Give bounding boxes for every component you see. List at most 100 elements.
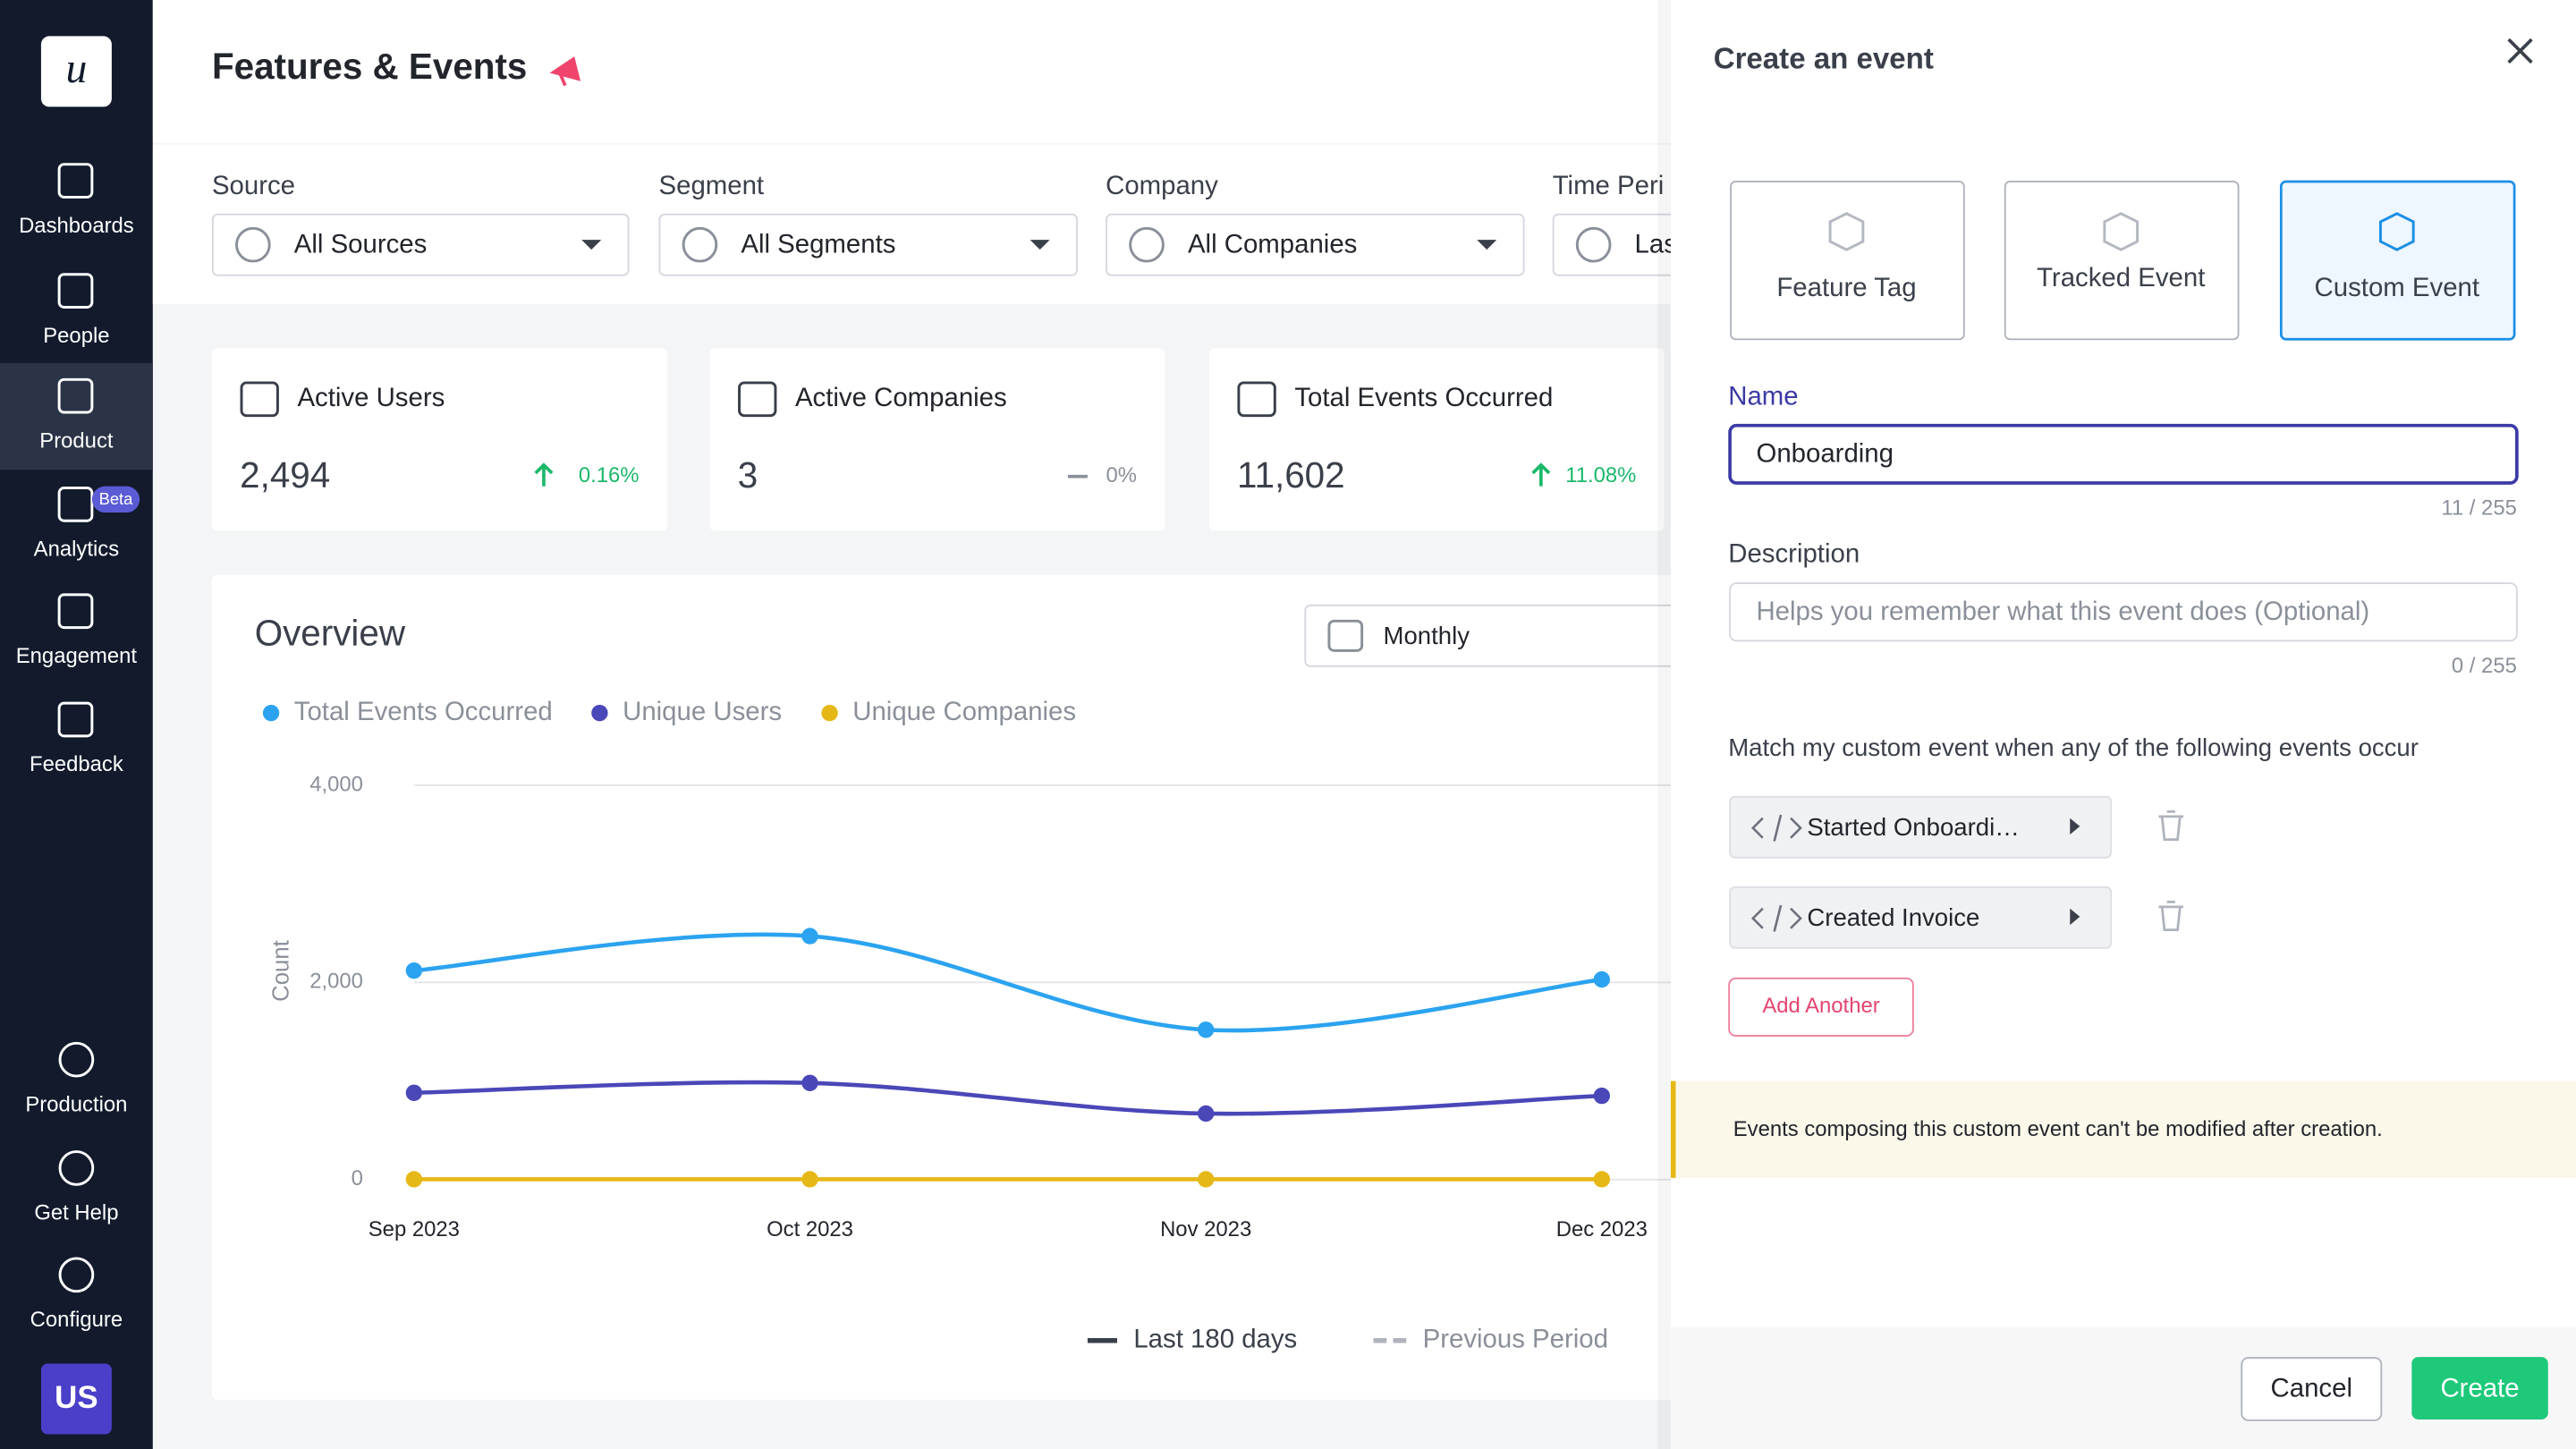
filter-select[interactable]	[1106, 213, 1525, 276]
period-value: Monthly	[1384, 622, 1470, 649]
filter-label: Time Peri	[1553, 171, 1665, 200]
event-name: Started Onboardi…	[1807, 813, 2019, 841]
event-rows: Started Onboardi… Created Invoice	[1729, 795, 2184, 949]
series-line	[413, 932, 1603, 1033]
nav-label[interactable]: Engagement	[16, 644, 138, 668]
legend-label[interactable]: Unique Companies	[852, 697, 1076, 726]
sidebar	[0, 0, 153, 1449]
event-type-icon	[1828, 212, 1865, 251]
add-another-button[interactable]	[1728, 977, 1914, 1037]
code-icon	[1750, 814, 1802, 842]
up-arrow	[534, 462, 554, 487]
y-tick-label: 2,000	[309, 970, 363, 994]
nav-label[interactable]: Analytics	[34, 538, 120, 562]
event-type-icon	[2103, 212, 2140, 251]
event-name: Created Invoice	[1807, 903, 1979, 931]
nav-icon	[57, 593, 94, 630]
header	[152, 0, 1673, 143]
nav-label[interactable]: Dashboards	[19, 214, 134, 238]
nav-label[interactable]: Get Help	[34, 1201, 118, 1225]
notice-text: Events composing this custom event can't…	[1733, 1117, 2383, 1141]
megaphone-icon	[549, 56, 581, 87]
filter-icon	[235, 226, 271, 263]
name-input[interactable]	[1728, 423, 2519, 485]
stat-icon	[738, 381, 777, 418]
data-point	[405, 962, 423, 979]
close-button[interactable]	[2507, 38, 2533, 64]
nav-label[interactable]: People	[43, 324, 109, 348]
data-point	[405, 1171, 423, 1188]
nav-label[interactable]: Production	[25, 1092, 127, 1116]
event-row[interactable]	[1729, 886, 2113, 949]
notice	[1670, 1080, 2576, 1178]
dropdown-arrow	[1477, 240, 1497, 250]
delete-icon[interactable]	[2158, 809, 2184, 841]
data-point	[1197, 1021, 1215, 1038]
stat-card	[1208, 348, 1665, 531]
data-point	[801, 1074, 818, 1091]
description-placeholder: Helps you remember what this event does …	[1756, 597, 2369, 626]
logo-text: u	[65, 45, 87, 92]
filter-value: All Sources	[294, 229, 428, 258]
nav-icon	[58, 1150, 95, 1186]
legend-dot	[591, 704, 608, 722]
event-type-card[interactable]	[2279, 180, 2516, 341]
description-input[interactable]	[1729, 582, 2518, 642]
nav-label[interactable]: Feedback	[30, 752, 123, 776]
cancel-button[interactable]	[2241, 1357, 2383, 1421]
line-chart: Total Events Occurred Unique Users Unique …	[262, 697, 1671, 1241]
event-type-card[interactable]	[1730, 181, 1965, 341]
stat-icon	[240, 381, 279, 418]
filter-label: Segment	[659, 171, 765, 200]
avatar[interactable]	[40, 1363, 112, 1435]
event-row[interactable]	[1729, 795, 2113, 859]
code-icon	[1750, 904, 1802, 932]
nav-icon	[57, 273, 94, 309]
nav-label[interactable]: Product	[39, 428, 114, 453]
stat-change: 11.08%	[1565, 463, 1636, 487]
name-count: 11 / 255	[2441, 496, 2516, 521]
event-type-label: Custom Event	[2315, 273, 2479, 302]
period-select[interactable]	[1304, 604, 1701, 667]
stat-value: 2,494	[240, 454, 330, 496]
y-tick-label: 4,000	[309, 772, 363, 796]
data-point	[801, 1171, 818, 1188]
nav-icon	[57, 163, 94, 199]
filter-label: Source	[212, 171, 295, 200]
nav-label[interactable]: Configure	[30, 1308, 123, 1332]
filter-icon	[682, 226, 718, 263]
create-button[interactable]	[2411, 1357, 2548, 1419]
description-label: Description	[1728, 539, 1860, 569]
stat-label: Active Companies	[795, 383, 1007, 412]
match-text: Match my custom event when any of the fo…	[1728, 733, 2419, 761]
legend-label[interactable]: Total Events Occurred	[294, 697, 553, 726]
line-style-current[interactable]: Last 180 days	[1133, 1325, 1297, 1354]
data-point	[405, 1084, 423, 1101]
data-point	[1197, 1105, 1215, 1123]
filter-select[interactable]	[211, 213, 630, 276]
x-tick-label: Oct 2023	[767, 1217, 853, 1241]
nav-icon	[57, 701, 94, 738]
series-line	[413, 1080, 1602, 1116]
calendar-icon	[1327, 619, 1364, 652]
event-type-card[interactable]	[2004, 181, 2240, 341]
legend-label[interactable]: Unique Users	[623, 697, 782, 726]
logo[interactable]	[40, 36, 112, 107]
stat-label: Active Users	[297, 383, 445, 412]
x-tick-label: Nov 2023	[1160, 1217, 1251, 1241]
legend-dot	[262, 704, 280, 722]
stat-card	[709, 348, 1165, 531]
line-style-previous[interactable]: Previous Period	[1423, 1325, 1608, 1354]
filter-value: All Companies	[1188, 229, 1357, 258]
filter-value: All Segments	[741, 229, 895, 258]
nav-icon	[57, 487, 94, 522]
sidebar-active	[0, 362, 153, 470]
beta-badge	[91, 486, 140, 513]
expand-arrow	[2070, 818, 2080, 835]
overview-card	[211, 574, 1691, 1400]
filter-select[interactable]	[658, 213, 1078, 276]
delete-icon[interactable]	[2158, 900, 2184, 931]
data-point	[1593, 970, 1610, 988]
x-tick-label: Sep 2023	[369, 1217, 460, 1241]
